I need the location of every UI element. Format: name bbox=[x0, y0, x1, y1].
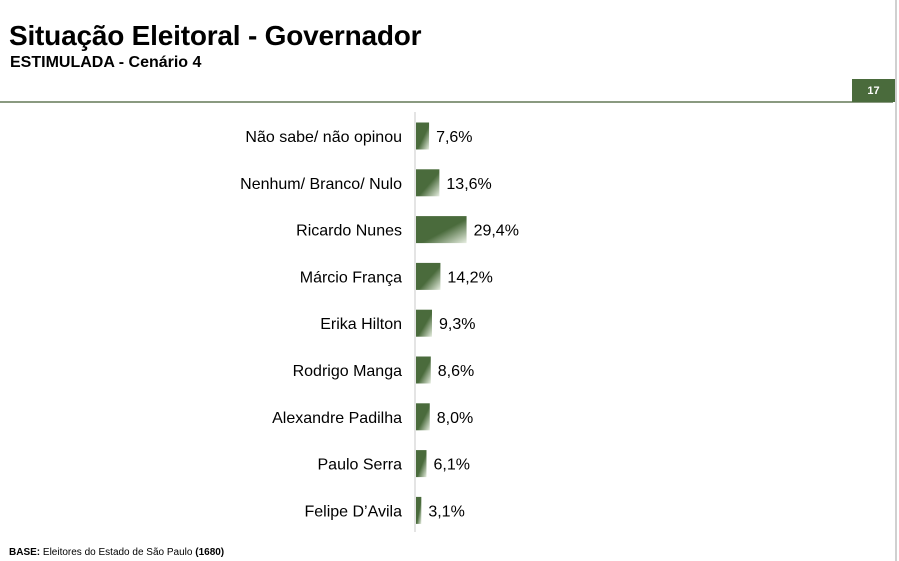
base-label: BASE: bbox=[9, 547, 41, 558]
bar bbox=[416, 169, 440, 197]
category-label: Ricardo Nunes bbox=[296, 223, 402, 240]
category-label: Rodrigo Manga bbox=[293, 363, 403, 380]
category-label: Paulo Serra bbox=[318, 457, 403, 474]
category-label: Alexandre Padilha bbox=[272, 410, 402, 427]
page-subtitle: ESTIMULADA - Cenário 4 bbox=[10, 54, 202, 71]
value-label: 29,4% bbox=[474, 223, 519, 240]
category-label: Nenhum/ Branco/ Nulo bbox=[240, 176, 402, 193]
category-label: Erika Hilton bbox=[320, 316, 402, 333]
bar bbox=[416, 262, 441, 290]
bar bbox=[416, 403, 430, 431]
value-label: 13,6% bbox=[446, 176, 491, 193]
page-title: Situação Eleitoral - Governador bbox=[9, 20, 422, 51]
value-label: 7,6% bbox=[436, 129, 472, 146]
value-label: 9,3% bbox=[439, 316, 475, 333]
value-label: 3,1% bbox=[428, 503, 464, 520]
header-divider bbox=[0, 101, 893, 103]
value-label: 8,6% bbox=[438, 363, 474, 380]
value-label: 8,0% bbox=[437, 410, 473, 427]
base-footnote: BASE: Eleitores do Estado de São Paulo (… bbox=[9, 547, 224, 558]
bar bbox=[416, 450, 427, 478]
value-label: 14,2% bbox=[447, 269, 492, 286]
bar bbox=[416, 309, 432, 337]
category-label: Não sabe/ não opinou bbox=[245, 129, 402, 146]
bar bbox=[416, 356, 431, 384]
bar bbox=[416, 122, 430, 150]
right-border bbox=[895, 0, 897, 561]
base-count: (1680) bbox=[195, 547, 225, 558]
category-label: Márcio França bbox=[300, 269, 402, 286]
bar bbox=[416, 216, 467, 244]
value-label: 6,1% bbox=[433, 457, 469, 474]
page-number-badge: 17 bbox=[852, 79, 895, 102]
bar bbox=[416, 496, 422, 524]
category-label: Felipe D’Avila bbox=[304, 503, 402, 520]
base-text: Eleitores do Estado de São Paulo bbox=[40, 547, 196, 558]
